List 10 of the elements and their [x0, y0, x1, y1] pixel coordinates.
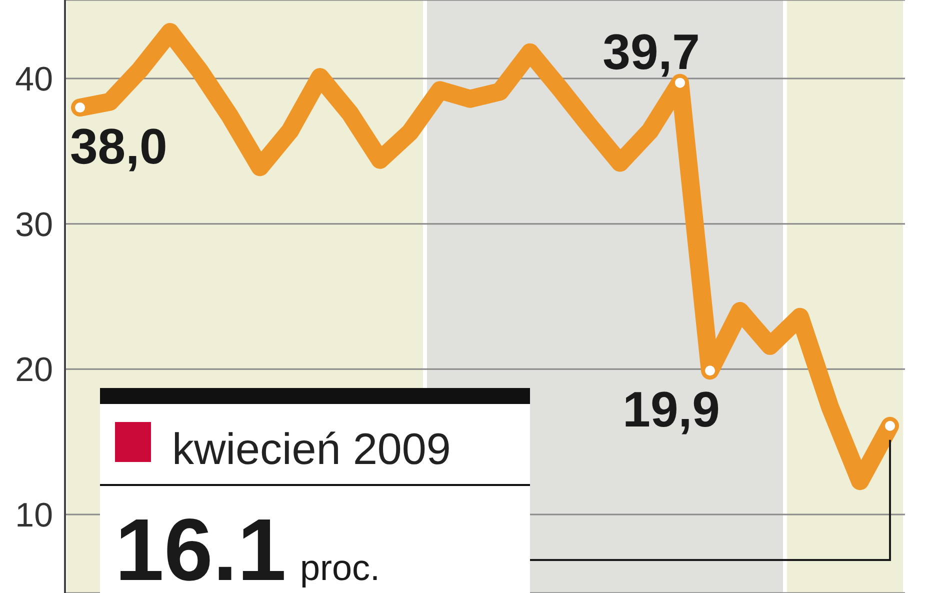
y-tick-label: 10 — [15, 496, 53, 535]
y-tick-label: 20 — [15, 351, 53, 390]
data-label: 38,0 — [70, 118, 168, 175]
annotation: 16.1 — [115, 500, 286, 593]
annotation: kwiecień 2009 — [172, 425, 451, 474]
annotation: proc. — [300, 547, 380, 588]
data-label: 19,9 — [622, 382, 720, 438]
y-tick-label: 30 — [15, 206, 53, 244]
y-tick-label: 40 — [15, 60, 53, 99]
data-label: 39,7 — [602, 24, 700, 80]
